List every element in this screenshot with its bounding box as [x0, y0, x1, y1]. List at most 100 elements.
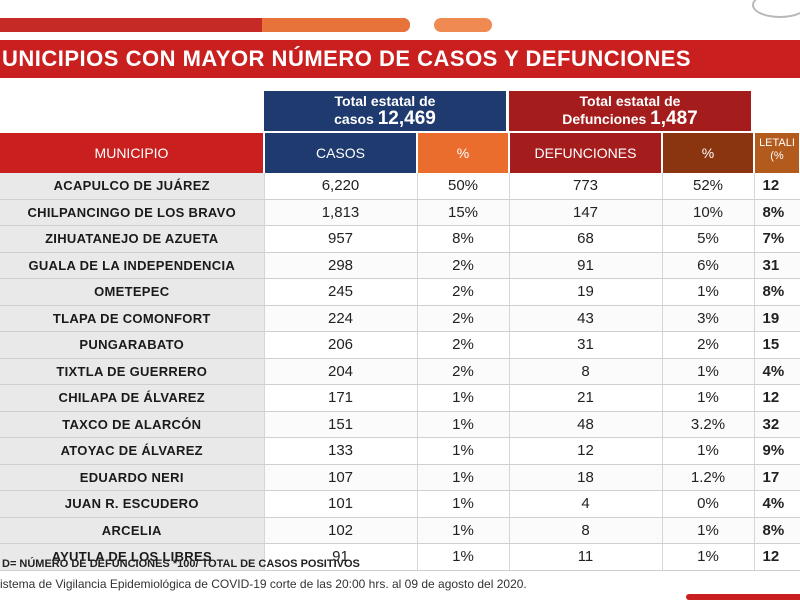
- header-defunciones: DEFUNCIONES: [509, 133, 663, 173]
- header-municipio: MUNICIPIO: [0, 133, 265, 173]
- cell-defunciones: 8: [509, 517, 663, 544]
- cell-letalidad: 9%: [754, 437, 800, 465]
- cell-municipio: AYUTLA DE LOS LIBRES: [0, 543, 265, 571]
- total-casos-line2: casos 12,469: [264, 108, 506, 129]
- cell-casos: 224: [264, 305, 418, 332]
- total-def-line2: Defunciones 1,487: [509, 108, 751, 129]
- cell-municipio: CHILPANCINGO DE LOS BRAVO: [0, 199, 265, 226]
- source-note: istema de Vigilancia Epidemiológica de C…: [0, 577, 527, 591]
- cell-pct-defunciones: 1.2%: [662, 464, 755, 491]
- cell-defunciones: 4: [509, 490, 663, 518]
- cell-defunciones: 18: [509, 464, 663, 491]
- cell-letalidad: 4%: [754, 490, 800, 518]
- cell-letalidad: 12: [754, 173, 800, 200]
- cell-letalidad: 8%: [754, 278, 800, 306]
- table-body: ACAPULCO DE JUÁREZ 6,220 50% 773 52% 12 CHILPA…: [0, 173, 800, 571]
- cell-letalidad: 32: [754, 411, 800, 438]
- table-row: TAXCO DE ALARCÓN 151 1% 48 3.2% 32: [0, 411, 800, 438]
- cell-municipio: TIXTLA DE GUERRERO: [0, 358, 265, 385]
- page-title: UNICIPIOS CON MAYOR NÚMERO DE CASOS Y DE…: [2, 46, 692, 71]
- cell-pct-casos: 2%: [417, 278, 510, 306]
- bottom-decor-bar: [686, 594, 800, 600]
- total-casos-box: Total estatal de casos 12,469: [264, 91, 506, 131]
- cell-letalidad: 4%: [754, 358, 800, 385]
- cell-defunciones: 19: [509, 278, 663, 306]
- table-row: TLAPA DE COMONFORT 224 2% 43 3% 19: [0, 305, 800, 332]
- top-decor-pill: [434, 18, 492, 32]
- cell-municipio: CHILAPA DE ÁLVAREZ: [0, 384, 265, 412]
- cell-casos: 206: [264, 331, 418, 359]
- cell-letalidad: 8%: [754, 517, 800, 544]
- total-casos-label: Total estatal de: [334, 93, 436, 109]
- total-casos-value: 12,469: [377, 108, 436, 129]
- table-row: CHILPANCINGO DE LOS BRAVO 1,813 15% 147 10% 8…: [0, 199, 800, 226]
- cell-pct-casos: 2%: [417, 305, 510, 332]
- cell-casos: 91: [264, 543, 418, 571]
- cell-pct-defunciones: 3%: [662, 305, 755, 332]
- cell-defunciones: 147: [509, 199, 663, 226]
- cell-defunciones: 21: [509, 384, 663, 412]
- total-def-label2: Defunciones: [562, 111, 647, 127]
- cell-casos: 204: [264, 358, 418, 385]
- table-row: EDUARDO NERI 107 1% 18 1.2% 17: [0, 464, 800, 491]
- cell-letalidad: 15: [754, 331, 800, 359]
- municipios-table: MUNICIPIO CASOS % DEFUNCIONES % LETALI (…: [0, 133, 800, 571]
- header-pct-casos: %: [417, 133, 510, 173]
- cell-defunciones: 773: [509, 173, 663, 200]
- cell-defunciones: 48: [509, 411, 663, 438]
- cell-casos: 245: [264, 278, 418, 306]
- cell-casos: 133: [264, 437, 418, 465]
- cell-casos: 957: [264, 225, 418, 253]
- table-row: ATOYAC DE ÁLVAREZ 133 1% 12 1% 9%: [0, 437, 800, 465]
- table-row: GUALA DE LA INDEPENDENCIA 298 2% 91 6% 31: [0, 252, 800, 279]
- cell-municipio: TLAPA DE COMONFORT: [0, 305, 265, 332]
- cell-letalidad: 17: [754, 464, 800, 491]
- cell-casos: 6,220: [264, 173, 418, 200]
- cell-letalidad: 8%: [754, 199, 800, 226]
- cell-pct-casos: 8%: [417, 225, 510, 253]
- cell-pct-defunciones: 52%: [662, 173, 755, 200]
- table-row: ACAPULCO DE JUÁREZ 6,220 50% 773 52% 12: [0, 173, 800, 200]
- cell-pct-casos: 1%: [417, 517, 510, 544]
- cell-pct-casos: 1%: [417, 437, 510, 465]
- cell-letalidad: 12: [754, 384, 800, 412]
- cell-pct-casos: 1%: [417, 543, 510, 571]
- cell-pct-casos: 1%: [417, 490, 510, 518]
- cell-pct-defunciones: 10%: [662, 199, 755, 226]
- cell-pct-defunciones: 5%: [662, 225, 755, 253]
- cell-municipio: ACAPULCO DE JUÁREZ: [0, 173, 265, 200]
- total-def-label: Total estatal de: [579, 93, 681, 109]
- cell-defunciones: 12: [509, 437, 663, 465]
- cell-pct-casos: 15%: [417, 199, 510, 226]
- cell-casos: 101: [264, 490, 418, 518]
- top-decor-bar-orange: [262, 18, 410, 32]
- cell-pct-defunciones: 1%: [662, 278, 755, 306]
- cell-pct-casos: 2%: [417, 358, 510, 385]
- table-header-row: MUNICIPIO CASOS % DEFUNCIONES % LETALI (…: [0, 133, 800, 173]
- cell-defunciones: 31: [509, 331, 663, 359]
- cell-pct-defunciones: 0%: [662, 490, 755, 518]
- cell-pct-defunciones: 3.2%: [662, 411, 755, 438]
- cell-pct-defunciones: 1%: [662, 543, 755, 571]
- header-letalidad: LETALI (%: [754, 133, 800, 173]
- header-letalidad-unit: (%: [770, 150, 784, 162]
- cell-letalidad: 12: [754, 543, 800, 571]
- cell-casos: 298: [264, 252, 418, 279]
- cell-pct-casos: 1%: [417, 411, 510, 438]
- cell-pct-casos: 2%: [417, 252, 510, 279]
- cell-defunciones: 43: [509, 305, 663, 332]
- total-def-value: 1,487: [650, 108, 698, 129]
- cell-pct-defunciones: 1%: [662, 437, 755, 465]
- cell-pct-defunciones: 2%: [662, 331, 755, 359]
- table-row: PUNGARABATO 206 2% 31 2% 15: [0, 331, 800, 359]
- header-casos: CASOS: [264, 133, 418, 173]
- cell-defunciones: 8: [509, 358, 663, 385]
- cell-municipio: ZIHUATANEJO DE AZUETA: [0, 225, 265, 253]
- total-casos-label2: casos: [334, 111, 374, 127]
- cell-municipio: GUALA DE LA INDEPENDENCIA: [0, 252, 265, 279]
- cell-municipio: PUNGARABATO: [0, 331, 265, 359]
- cell-municipio: ARCELIA: [0, 517, 265, 544]
- table-row: TIXTLA DE GUERRERO 204 2% 8 1% 4%: [0, 358, 800, 385]
- cell-letalidad: 7%: [754, 225, 800, 253]
- table-row: ZIHUATANEJO DE AZUETA 957 8% 68 5% 7%: [0, 225, 800, 253]
